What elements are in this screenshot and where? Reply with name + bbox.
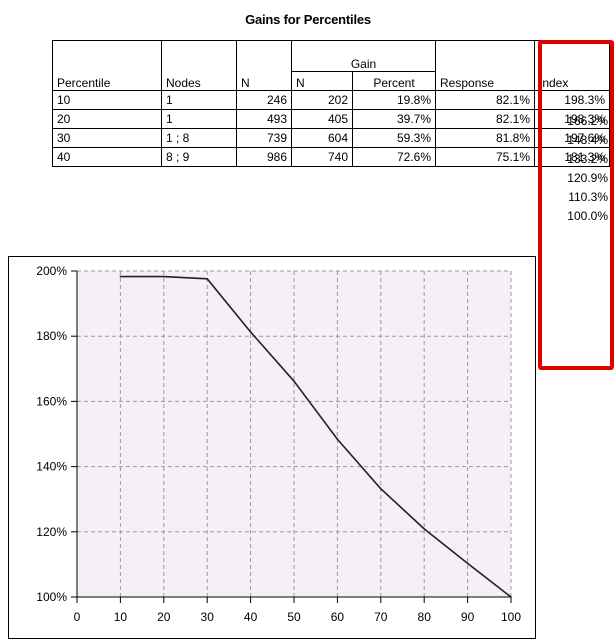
data-point [380,487,382,490]
data-point [423,528,426,530]
x-tick-label: 20 [157,610,171,624]
series-group [119,275,512,598]
cell-percentile: 30 [52,128,162,148]
col-header-n: N [236,40,292,91]
x-tick-label: 30 [201,610,215,624]
col-header-percentile: Percentile [52,40,162,91]
col-header-response: Response [435,40,535,91]
data-point [119,275,122,278]
x-tick-label: 50 [287,610,301,624]
cell-index: 198.3% [534,109,610,129]
col-header-gain: Gain [291,40,436,72]
x-tick-label: 90 [461,610,475,624]
index-value: 133.2% [567,152,608,166]
table-row: 10 1 246 202 19.8% 82.1% 198.3% [52,90,610,110]
x-tick-label: 40 [244,610,258,624]
cell-gain-n: 740 [291,147,353,167]
cell-gain-percent: 72.6% [352,147,436,167]
x-tick-label: 100 [501,610,521,624]
cell-nodes: 1 [161,90,237,110]
data-point [466,562,469,565]
x-axis-ticks: 0 10 20 30 40 50 60 70 80 90 100 [74,597,521,624]
y-tick-label: 160% [36,394,67,408]
y-tick-label: 140% [36,460,67,474]
cell-n: 493 [236,109,292,129]
data-point [249,331,252,333]
cell-n: 986 [236,147,292,167]
col-header-gain-percent: Percent [352,71,436,91]
y-tick-label: 100% [36,590,67,604]
y-axis-ticks: 100% 120% 140% 160% 180% 200% [36,264,77,604]
cell-gain-percent: 19.8% [352,90,436,110]
report-title: Gains for Percentiles [245,12,371,27]
gains-table: Percentile Nodes N Gain Response Index N… [52,40,610,167]
cell-gain-n: 604 [291,128,353,148]
index-chart-panel: 100% 120% 140% 160% 180% 200% 0 10 20 30 40 50 60 70… [8,256,536,639]
data-point [336,438,339,441]
col-header-gain-n: N [291,71,353,91]
x-tick-label: 10 [114,610,128,624]
x-tick-label: 0 [74,610,81,624]
index-value: 166.2% [567,114,608,128]
axes [72,271,511,603]
table-row: 30 1 ; 8 739 604 59.3% 81.8% 197.6% [52,128,610,148]
index-value: 120.9% [567,171,608,185]
cell-gain-n: 405 [291,109,353,129]
header-row-top: Percentile Nodes N Gain Response Index [52,40,610,91]
cell-n: 246 [236,90,292,110]
cell-nodes: 1 [161,109,237,129]
cell-percentile: 40 [52,147,162,167]
cell-gain-n: 202 [291,90,353,110]
index-value: 100.0% [567,209,608,223]
y-tick-label: 180% [36,329,67,343]
cell-n: 739 [236,128,292,148]
cell-nodes: 8 ; 9 [161,147,237,167]
cell-response: 81.8% [435,128,535,148]
grid-lines [77,270,512,597]
x-tick-label: 60 [331,610,345,624]
cell-response: 75.1% [435,147,535,167]
header-row-bottom: N Percent [53,71,610,91]
x-tick-label: 80 [418,610,432,624]
index-column-continuation: 166.2% 148.4% 133.2% 120.9% 110.3% 100.0… [546,112,610,226]
cell-percentile: 10 [52,90,162,110]
cell-response: 82.1% [435,109,535,129]
cell-gain-percent: 59.3% [352,128,436,148]
x-tick-label: 70 [374,610,388,624]
index-line-chart: 100% 120% 140% 160% 180% 200% 0 10 20 30 40 50 60 70… [36,264,521,624]
data-point [293,380,295,382]
index-value: 110.3% [568,190,608,204]
col-header-nodes: Nodes [161,40,237,91]
y-tick-label: 200% [36,264,67,278]
data-point [163,275,165,278]
series-line [120,275,512,598]
index-value: 148.4% [567,133,608,147]
cell-nodes: 1 ; 8 [161,128,237,148]
cell-index: 198.3% [534,90,610,110]
table-row: 20 1 493 405 39.7% 82.1% 198.3% [52,109,610,129]
data-point [510,596,512,598]
cell-index: 181.3% [534,147,610,167]
cell-response: 82.1% [435,90,535,110]
cell-gain-percent: 39.7% [352,109,436,129]
y-tick-label: 120% [36,525,67,539]
cell-percentile: 20 [52,109,162,129]
col-header-index: Index [534,40,610,91]
table-row: 40 8 ; 9 986 740 72.6% 75.1% 181.3% [52,147,610,167]
data-point [206,278,208,280]
